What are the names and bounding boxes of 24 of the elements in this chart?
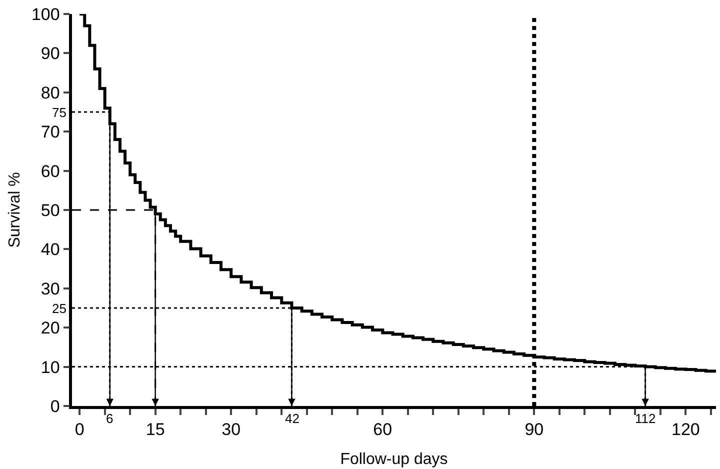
- y-tick-label: 30: [40, 279, 60, 298]
- x-tick-label: 60: [373, 420, 392, 440]
- y-tick-label: 40: [40, 240, 60, 260]
- x-tick-label: 30: [222, 420, 241, 440]
- y-axis-title: Survival %: [6, 172, 24, 248]
- x-axis-title: Follow-up days: [340, 450, 448, 468]
- y-tick-label: 90: [40, 44, 60, 64]
- y-tick-label: 10: [40, 358, 60, 377]
- ref-line-label: 6: [106, 411, 114, 426]
- y-tick-label: 60: [40, 162, 60, 181]
- x-tick-label: 0: [74, 420, 84, 440]
- ref-line-label: 25: [52, 301, 66, 316]
- x-tick-label: 15: [146, 420, 165, 440]
- y-tick-label: 70: [40, 122, 60, 142]
- ref-line-label: 42: [285, 411, 300, 426]
- y-tick-label: 0: [50, 396, 60, 416]
- ref-line-label: 75: [52, 105, 66, 120]
- y-tick-label: 100: [31, 4, 60, 24]
- y-tick-label: 80: [40, 83, 60, 102]
- ref-line-label: 112: [635, 411, 656, 426]
- x-tick-label: 120: [672, 420, 700, 440]
- y-tick-label: 20: [40, 318, 60, 338]
- x-tick-label: 90: [524, 420, 544, 440]
- y-tick-label: 50: [40, 200, 60, 220]
